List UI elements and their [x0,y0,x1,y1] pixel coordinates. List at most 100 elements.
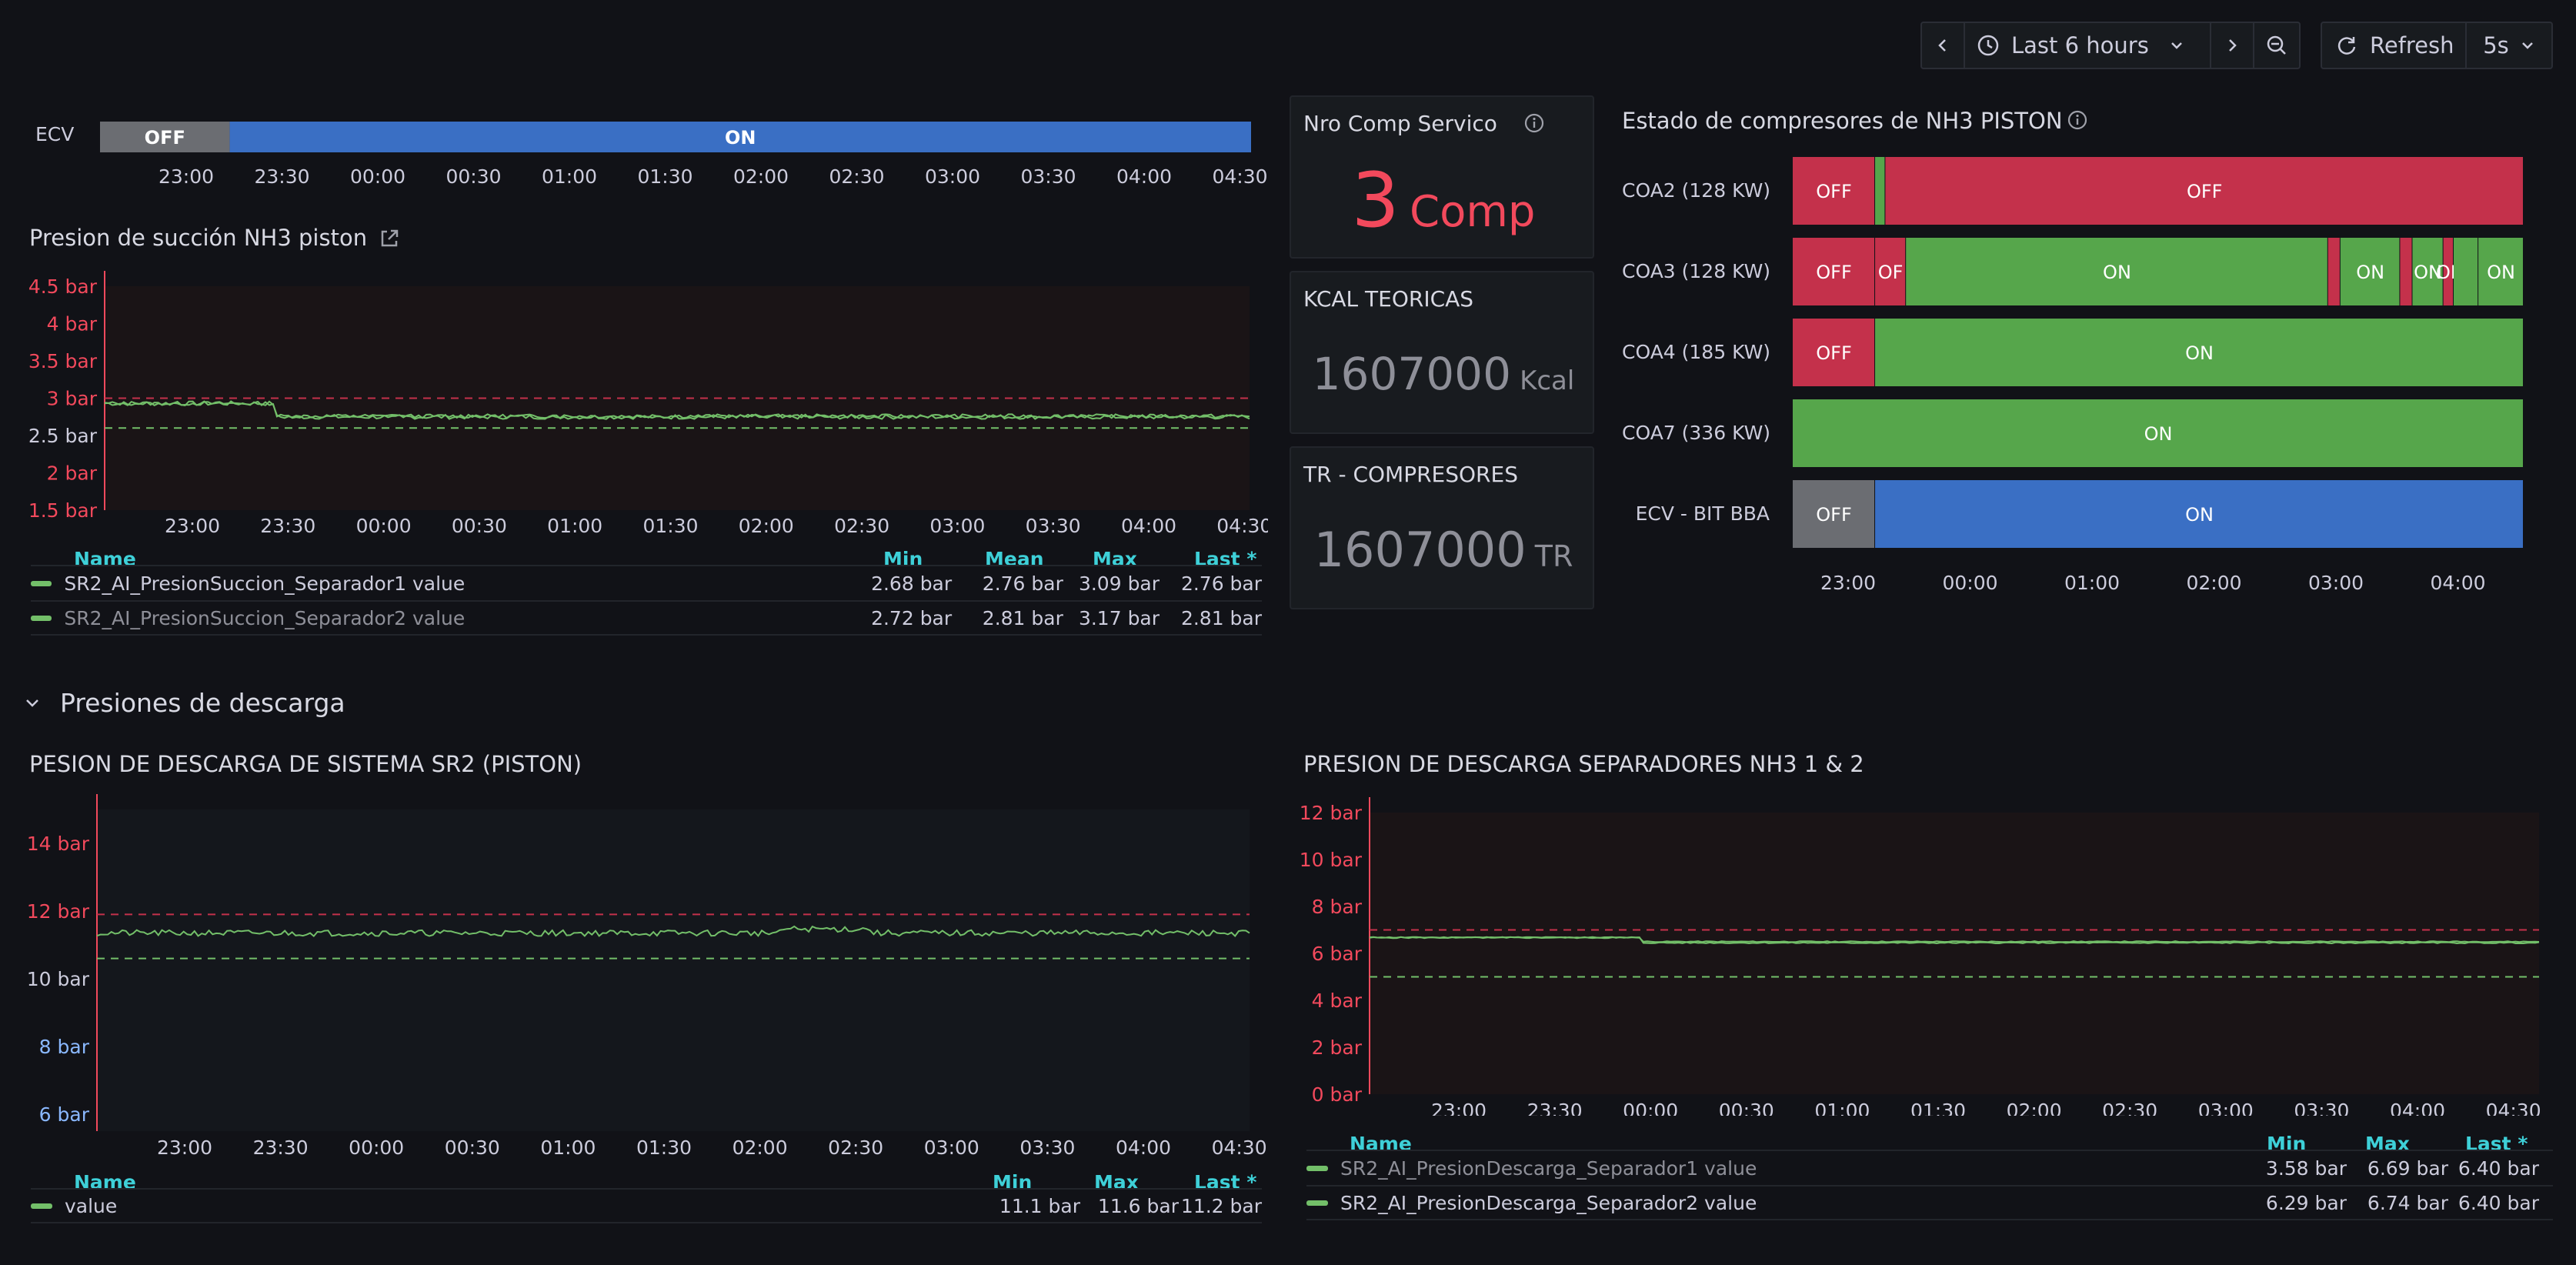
row-collapse-header[interactable]: Presiones de descarga [23,683,345,722]
stat-comp-title: Nro Comp Servico [1303,111,1497,136]
y-tick-label: 4 bar [1312,990,1363,1012]
y-tick-label: 4.5 bar [28,275,98,298]
x-tick-label: 00:00 [1623,1100,1678,1116]
y-tick-label: 3 bar [47,388,98,410]
chevron-left-icon [1938,39,1946,52]
legend-header-last: Last * [2465,1133,2528,1155]
x-tick-label: 02:30 [834,515,889,537]
x-tick-label: 03:00 [925,165,980,188]
legend-header-name: Name [74,1171,136,1193]
discharge-sr2-panel: PESION DE DESCARGA DE SISTEMA SR2 (PISTO… [0,746,1268,1254]
x-tick-label: 04:30 [2486,1100,2541,1116]
refresh-icon [2337,37,2356,55]
x-tick-label: 04:00 [2390,1100,2445,1116]
x-tick-label: 03:00 [2308,572,2364,594]
external-link-icon[interactable] [377,226,402,251]
time-forward-button[interactable] [2211,23,2254,68]
zoom-out-button[interactable] [2254,23,2299,68]
state-segment [229,122,1252,152]
time-range-label: Last 6 hours [2011,32,2149,58]
stat-comp-unit: Comp [1409,187,1536,237]
series-line [104,400,1250,419]
stat-tr-value-wrap: 1607000 TR [1291,522,1596,578]
x-tick-label: 03:00 [929,515,985,537]
legend-last: 6.40 bar [2458,1157,2539,1180]
zoom-out-icon [2267,35,2286,55]
discharge-separators-panel: PRESION DE DESCARGA SEPARADORES NH3 1 & … [1290,746,2567,1254]
ecv-state-timeline: ECV OFF ON 23:00 23:30 00:00 00:30 01:00 01:30 0… [0,108,1268,200]
state-timeline-chart: COA2 (128 KW) OFF OFF COA3 (128 KW) OFF OF ON O… [1622,157,2523,594]
x-tick-label: 23:30 [253,1136,309,1159]
x-tick-label: 23:30 [260,515,315,537]
stat-tr-title: TR - COMPRESORES [1303,462,1518,487]
x-tick-label: 03:30 [1019,1136,1075,1159]
refresh-label: Refresh [2370,32,2454,58]
stat-kcal-unit: Kcal [1520,365,1575,396]
state-row-label: COA3 (128 KW) [1622,260,1770,282]
suction-pressure-panel: Presion de succión NH3 piston 4.5 bar 4 b… [0,215,1268,654]
y-tick-label: 2 bar [47,462,98,485]
refresh-button[interactable]: Refresh [2322,23,2467,68]
legend-header-last: Last * [1194,1171,1257,1193]
x-tick-label: 02:00 [732,1136,788,1159]
legend-max: 3.09 bar [1078,572,1160,595]
legend-max: 6.74 bar [2367,1191,2448,1214]
state-segment-label: ON [2185,504,2214,526]
refresh-interval-picker[interactable]: 5s [2467,23,2551,68]
state-segment [1875,238,1906,305]
info-icon[interactable] [1523,112,1545,134]
time-back-button[interactable] [1922,23,1965,68]
x-tick-label: 23:00 [1431,1100,1487,1116]
discharge-sr2-title: PESION DE DESCARGA DE SISTEMA SR2 (PISTO… [29,751,582,777]
time-range-button[interactable]: Last 6 hours [1965,23,2211,68]
state-segment [2454,238,2478,305]
legend-header-min: Min [2267,1133,2307,1155]
x-tick-label: 01:30 [636,1136,692,1159]
x-tick-label: 00:30 [1719,1100,1774,1116]
x-tick-label: 04:00 [1116,165,1172,188]
stat-tr-unit: TR [1534,539,1573,573]
x-tick-label: 04:00 [2430,572,2485,594]
x-tick-label: 03:30 [1020,165,1076,188]
legend-header-name: Name [74,548,136,570]
state-segment-label: OFF [1816,181,1852,202]
suction-chart: 4.5 bar 4 bar 3.5 bar 3 bar 2.5 bar 2 bar 1.5 … [28,271,1268,537]
legend-row[interactable]: SR2_AI_PresionDescarga_Separador2 value … [1306,1185,2553,1220]
legend-row[interactable]: SR2_AI_PresionDescarga_Separador1 value … [1306,1150,2553,1185]
discharge-sep-title: PRESION DE DESCARGA SEPARADORES NH3 1 & … [1303,751,1864,777]
legend-row[interactable]: SR2_AI_PresionSuccion_Separador1 value 2… [31,565,1262,600]
state-segment-label: OFF [1816,504,1852,526]
legend-max: 3.17 bar [1078,606,1160,629]
state-segment [2443,238,2454,305]
legend-header-max: Max [1093,548,1137,570]
legend-header-min: Min [993,1171,1033,1193]
stat-comp-value: 3 [1351,157,1400,245]
discharge-sr2-chart: 14 bar 12 bar 10 bar 8 bar 6 bar 23:00 23:30 00… [27,794,1267,1159]
x-tick-label: 23:00 [158,165,214,188]
state-segment [100,122,230,152]
legend-row[interactable]: SR2_AI_PresionSuccion_Separador2 value 2… [31,600,1262,636]
stat-kcal-value: 1607000 [1312,348,1511,400]
state-row-label: COA2 (128 KW) [1622,179,1770,202]
legend-row[interactable]: value 11.1 bar 11.6 bar 11.2 bar [31,1188,1262,1223]
y-tick-label: 3.5 bar [28,350,98,372]
compressor-state-panel: Estado de compresores de NH3 PISTON COA2… [1608,95,2562,619]
row-title: Presiones de descarga [60,687,345,718]
y-tick-label: 12 bar [1300,802,1363,824]
x-tick-label: 03:00 [2198,1100,2254,1116]
x-tick-label: 01:00 [540,1136,596,1159]
suction-panel-title: Presion de succión NH3 piston [29,225,368,251]
stat-panel-kcal: KCAL TEORICAS 1607000 Kcal [1290,271,1594,434]
x-tick-label: 02:00 [2007,1100,2062,1116]
legend-series-name: SR2_AI_PresionSuccion_Separador2 value [64,606,465,629]
info-icon[interactable] [2067,109,2088,131]
legend-min: 2.72 bar [871,606,953,629]
chart-background [97,809,1250,1131]
state-segment [1875,319,2523,386]
x-tick-label: 04:30 [1216,515,1268,537]
x-tick-label: 02:30 [829,165,884,188]
y-tick-label: 2.5 bar [28,425,98,447]
x-tick-label: 02:30 [2102,1100,2157,1116]
x-tick-label: 04:30 [1212,1136,1267,1159]
state-segment-label: OFF [145,127,185,149]
